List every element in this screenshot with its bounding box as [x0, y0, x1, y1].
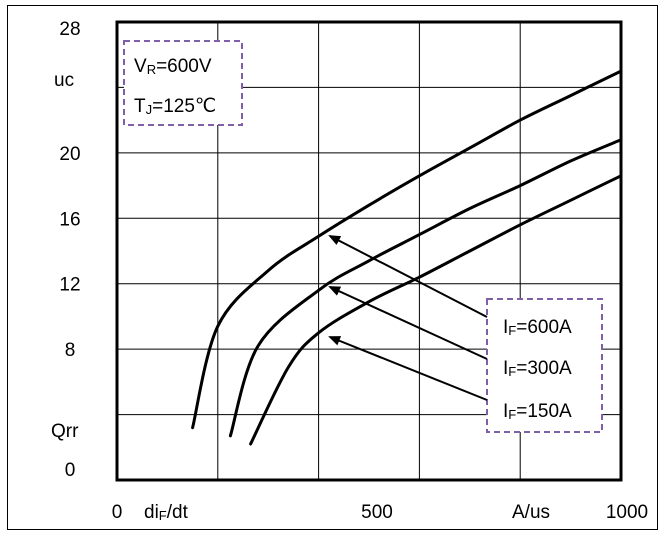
- arrow-600a: [328, 235, 488, 318]
- arrow-300a: [328, 286, 488, 360]
- series-label-300a: IF=300A: [503, 358, 572, 379]
- series-curves: [191, 69, 623, 446]
- condition-tj: TJ=125℃: [134, 96, 216, 117]
- arrow-150a: [328, 336, 488, 401]
- x-tick-label: 500: [361, 502, 393, 523]
- x-axis-unit: A/us: [512, 502, 550, 523]
- y-tick-label: 28: [59, 19, 80, 40]
- conditions-box: VR=600V TJ=125℃: [123, 40, 243, 126]
- tick-labels: 0 8 12 16 20 28 0 500 1000: [59, 19, 648, 523]
- series-line-if-300a: [228, 138, 623, 438]
- y-tick-label: 0: [65, 460, 76, 481]
- figure-frame: [7, 5, 658, 530]
- y-tick-label: 12: [59, 275, 80, 296]
- series-label-box: IF=600A IF=300A IF=150A: [486, 298, 603, 433]
- series-label-150a: IF=150A: [503, 401, 572, 422]
- plot-border: [115, 20, 623, 482]
- series-line-if-600a: [191, 69, 623, 430]
- series-label-600a: IF=600A: [503, 317, 572, 338]
- condition-vr: VR=600V: [134, 56, 212, 77]
- x-tick-label: 0: [112, 502, 123, 523]
- y-tick-label: 20: [59, 144, 80, 165]
- y-tick-label: 16: [59, 209, 80, 230]
- x-tick-label: 1000: [606, 502, 648, 523]
- leader-arrows: [328, 235, 488, 401]
- y-axis-label: Qrr: [51, 421, 79, 442]
- y-axis-unit: uc: [54, 70, 74, 91]
- series-line-if-150a: [249, 174, 623, 446]
- x-axis-label: diF/dt: [144, 502, 189, 523]
- y-tick-label: 8: [65, 340, 76, 361]
